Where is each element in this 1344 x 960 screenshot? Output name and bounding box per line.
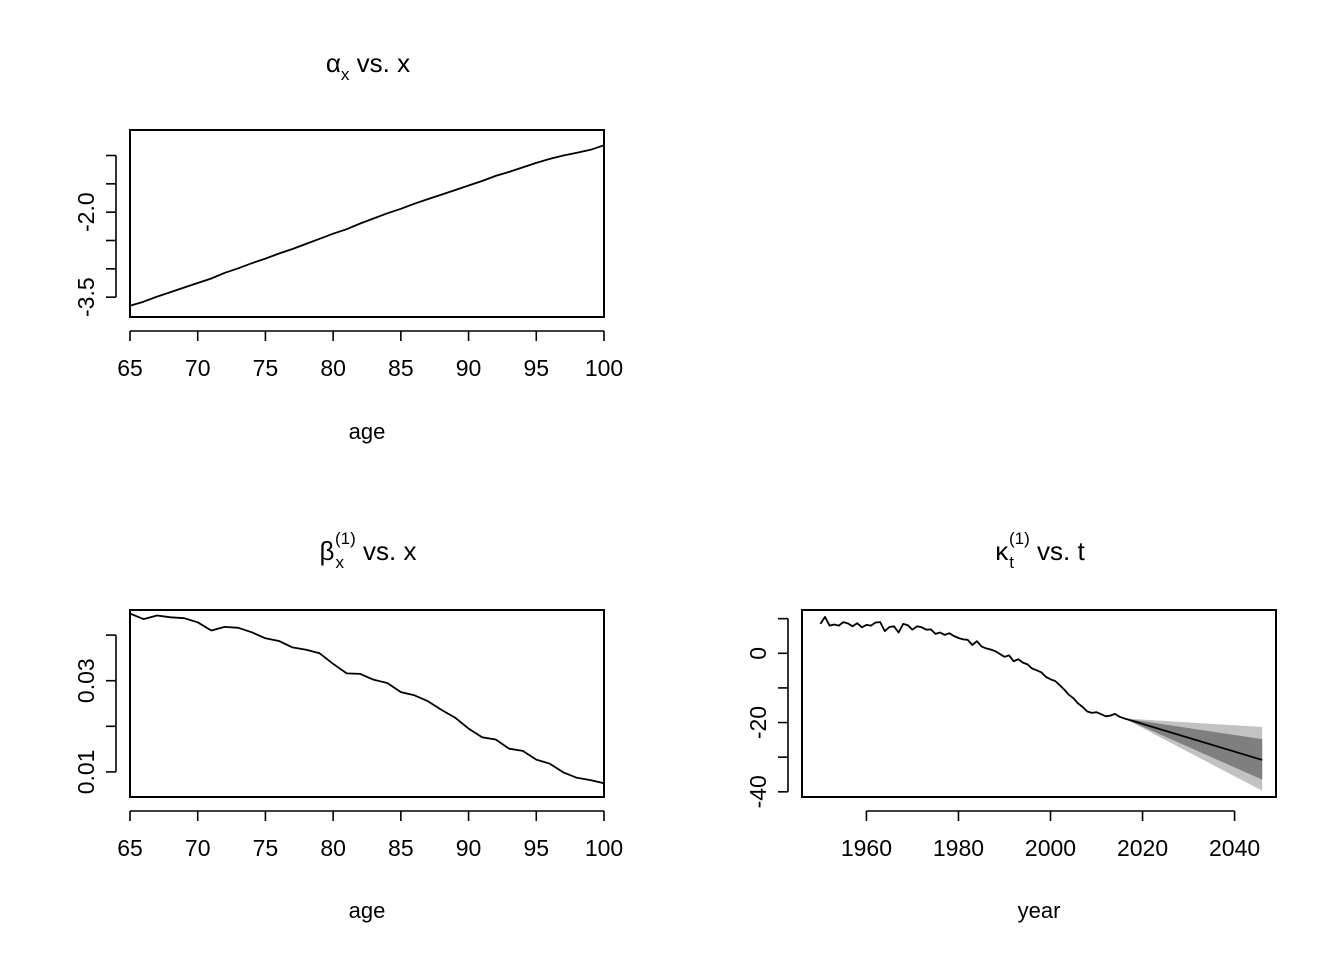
alpha-x-tick-label: 65 bbox=[117, 355, 143, 381]
alpha-x-tick-label: 75 bbox=[253, 355, 279, 381]
alpha-x-tick-label: 100 bbox=[585, 355, 623, 381]
beta-panel: βx(1) vs. x 65 70 75 80 85 90 95 100 0.01 0.03 a… bbox=[73, 529, 623, 923]
alpha-plot-box bbox=[129, 129, 605, 318]
beta-series-line bbox=[129, 612, 605, 785]
kappa-series-line bbox=[819, 616, 1125, 720]
kappa-y-tick-label: -40 bbox=[745, 775, 771, 808]
beta-x-tick-label: 65 bbox=[117, 835, 143, 861]
alpha-x-tick-label: 85 bbox=[388, 355, 414, 381]
beta-x-tick-label: 100 bbox=[585, 835, 623, 861]
kappa-series bbox=[819, 616, 1263, 761]
kappa-y-axis: 0 -20 -40 bbox=[745, 617, 789, 808]
beta-x-tick-label: 75 bbox=[253, 835, 279, 861]
beta-x-tick-label: 70 bbox=[185, 835, 211, 861]
kappa-x-tick-label: 2040 bbox=[1209, 835, 1260, 861]
kappa-x-tick-label: 1980 bbox=[933, 835, 984, 861]
kappa-inner-band bbox=[1124, 718, 1263, 780]
kappa-forecast-bands bbox=[1124, 718, 1263, 791]
beta-x-label: age bbox=[349, 898, 386, 923]
alpha-x-label: age bbox=[349, 419, 386, 444]
kappa-x-tick-label: 2020 bbox=[1117, 835, 1168, 861]
beta-plot-box bbox=[129, 609, 605, 798]
alpha-series-line bbox=[129, 144, 605, 307]
kappa-x-tick-label: 2000 bbox=[1025, 835, 1076, 861]
alpha-x-tick-label: 90 bbox=[456, 355, 482, 381]
kappa-plot-box bbox=[801, 609, 1277, 798]
kappa-y-tick-label: 0 bbox=[745, 647, 771, 660]
beta-x-tick-label: 80 bbox=[320, 835, 346, 861]
kappa-panel: κt(1) vs. t 1960 1980 2000 2020 2040 0 -20 -40… bbox=[745, 529, 1277, 923]
kappa-x-axis: 1960 1980 2000 2020 2040 bbox=[841, 810, 1260, 861]
alpha-y-tick-label: -2.0 bbox=[73, 192, 99, 232]
alpha-x-tick-label: 95 bbox=[523, 355, 549, 381]
alpha-y-tick-label: -3.5 bbox=[73, 277, 99, 317]
beta-x-axis: 65 70 75 80 85 90 95 100 bbox=[117, 810, 623, 861]
kappa-y-tick-label: -20 bbox=[745, 706, 771, 739]
kappa-forecast-mean-line bbox=[1123, 717, 1263, 761]
beta-series bbox=[129, 612, 605, 785]
alpha-series bbox=[129, 144, 605, 307]
kappa-x-tick-label: 1960 bbox=[841, 835, 892, 861]
beta-x-tick-label: 95 bbox=[523, 835, 549, 861]
beta-x-tick-label: 90 bbox=[456, 835, 482, 861]
alpha-x-axis: 65 70 75 80 85 90 95 100 bbox=[117, 330, 623, 381]
alpha-x-tick-label: 80 bbox=[320, 355, 346, 381]
beta-y-tick-label: 0.01 bbox=[73, 750, 99, 795]
alpha-chart-title: αx vs. x bbox=[326, 48, 410, 84]
kappa-chart-title: κt(1) vs. t bbox=[995, 529, 1085, 572]
beta-y-tick-label: 0.03 bbox=[73, 658, 99, 703]
beta-chart-title: βx(1) vs. x bbox=[320, 529, 417, 572]
kappa-x-label: year bbox=[1018, 898, 1061, 923]
alpha-x-tick-label: 70 bbox=[185, 355, 211, 381]
beta-x-tick-label: 85 bbox=[388, 835, 414, 861]
alpha-y-axis: -3.5 -2.0 bbox=[73, 154, 117, 317]
beta-y-axis: 0.01 0.03 bbox=[73, 634, 117, 795]
alpha-panel: αx vs. x 65 70 75 80 85 90 95 100 -3.5 -2.0 age bbox=[73, 48, 623, 444]
